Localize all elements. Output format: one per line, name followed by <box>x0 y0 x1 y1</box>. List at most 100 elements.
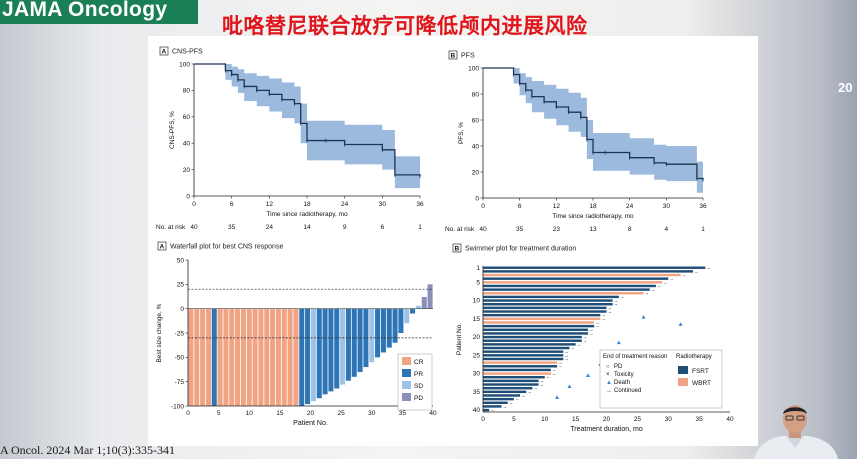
x-tick-label: 18 <box>589 203 597 210</box>
legend-title-rt: Radiotherapy <box>676 354 712 360</box>
waterfall-bar <box>351 308 357 377</box>
waterfall-bar <box>363 308 369 368</box>
x-tick-label: 0 <box>481 416 485 423</box>
continued-arrow: → <box>558 364 563 369</box>
at-risk-label: No. at risk <box>445 226 475 233</box>
y-tick-label: 0 <box>475 195 479 202</box>
at-risk-label: No. at risk <box>156 224 186 231</box>
swimmer-bar <box>483 405 502 408</box>
swimmer-bar <box>483 343 576 346</box>
waterfall-bar <box>287 308 293 406</box>
panel-label: A <box>160 244 165 251</box>
waterfall-bar <box>369 308 375 363</box>
legend-title-end: End of treatment reason <box>603 354 667 360</box>
waterfall-bar <box>281 308 287 406</box>
swimmer-bar <box>483 332 588 335</box>
at-risk-count: 1 <box>701 226 705 233</box>
continued-arrow: → <box>614 302 619 307</box>
swimmer-panel: B Swimmer plot for treatment duration→→→→… <box>452 243 734 433</box>
waterfall-bar <box>194 308 200 406</box>
y-tick-label: 80 <box>183 88 191 95</box>
at-risk-count: 8 <box>628 226 632 233</box>
at-risk-count: 40 <box>479 226 487 233</box>
swimmer-bar <box>483 354 564 357</box>
x-tick-label: 36 <box>416 201 424 208</box>
y-tick-label: 25 <box>473 352 481 359</box>
x-axis-title: Time since radiotherapy, mo <box>266 211 348 218</box>
waterfall-bar <box>322 308 328 395</box>
x-tick-label: 10 <box>246 410 254 417</box>
at-risk-count: 40 <box>190 224 198 231</box>
waterfall-bar <box>386 308 392 348</box>
continued-arrow: → <box>595 320 600 325</box>
waterfall-bar <box>392 308 398 343</box>
x-tick-label: 40 <box>429 410 437 417</box>
continued-arrow: → <box>540 382 545 387</box>
waterfall-bar <box>223 308 229 406</box>
waterfall-bar <box>404 308 410 324</box>
swimmer-bar <box>483 357 564 361</box>
continued-arrow: → <box>558 360 563 365</box>
continued-arrow: → <box>546 375 551 380</box>
continued-arrow: → <box>583 335 588 340</box>
legend-swatch <box>402 357 411 365</box>
panel-title: PFS <box>461 53 475 60</box>
confidence-band <box>483 68 703 195</box>
continued-arrow: → <box>552 367 557 372</box>
panel-label-box <box>452 243 462 253</box>
swimmer-bar <box>483 401 508 404</box>
x-axis-title: Patient No. <box>293 420 328 427</box>
waterfall-bar <box>264 308 270 406</box>
waterfall-bar <box>328 308 334 392</box>
x-tick-label: 15 <box>276 410 284 417</box>
swimmer-bar <box>483 324 595 328</box>
swimmer-bar <box>483 288 650 291</box>
citation: A Oncol. 2024 Mar 1;10(3):335-341 <box>0 443 175 457</box>
at-risk-count: 23 <box>553 226 561 233</box>
swimmer-bar <box>483 281 663 284</box>
swimmer-bar <box>483 346 570 350</box>
legend-label: FSRT <box>692 368 709 375</box>
legend-box <box>599 349 723 409</box>
legend-label: Toxicity <box>614 372 634 378</box>
y-tick-label: -25 <box>175 330 185 337</box>
swimmer-bar <box>483 317 601 321</box>
waterfall-bar <box>305 308 311 405</box>
swimmer-bar <box>483 310 607 313</box>
x-tick-label: 30 <box>368 410 376 417</box>
swimmer-bar <box>483 292 644 295</box>
panel-label: A <box>162 49 167 56</box>
panel-title: Swimmer plot for treatment duration <box>465 246 576 253</box>
waterfall-bar <box>229 308 235 406</box>
y-tick-label: 100 <box>468 65 479 72</box>
continued-arrow: → <box>645 291 650 296</box>
continued-arrow: → <box>577 342 582 347</box>
continued-arrow: → <box>694 269 699 274</box>
swimmer-bar <box>483 277 669 280</box>
at-risk-count: 35 <box>516 226 524 233</box>
legend-symbol: → <box>606 388 612 394</box>
death-marker <box>585 373 590 377</box>
continued-arrow: → <box>521 393 526 398</box>
swimmer-bar <box>483 284 656 288</box>
at-risk-count: 13 <box>589 226 597 233</box>
y-axis-title: Patient No. <box>456 323 463 355</box>
panel-label-box <box>157 241 167 251</box>
swimmer-bar <box>483 376 545 379</box>
swimmer-bar <box>483 383 539 386</box>
y-axis-title: CNS-PFS, % <box>169 111 176 149</box>
continued-arrow: → <box>657 283 662 288</box>
panel-label-box <box>159 46 169 56</box>
swimmer-bar <box>483 394 521 397</box>
panel-label: B <box>455 246 460 253</box>
swimmer-bar <box>483 365 558 368</box>
x-tick-label: 6 <box>230 201 234 208</box>
continued-arrow: → <box>564 349 569 354</box>
waterfall-bar <box>246 308 252 406</box>
swimmer-bar <box>483 321 595 324</box>
waterfall-bar <box>293 308 299 406</box>
swimmer-bar <box>483 295 619 299</box>
waterfall-bar <box>398 308 404 333</box>
waterfall-bar <box>211 308 217 406</box>
